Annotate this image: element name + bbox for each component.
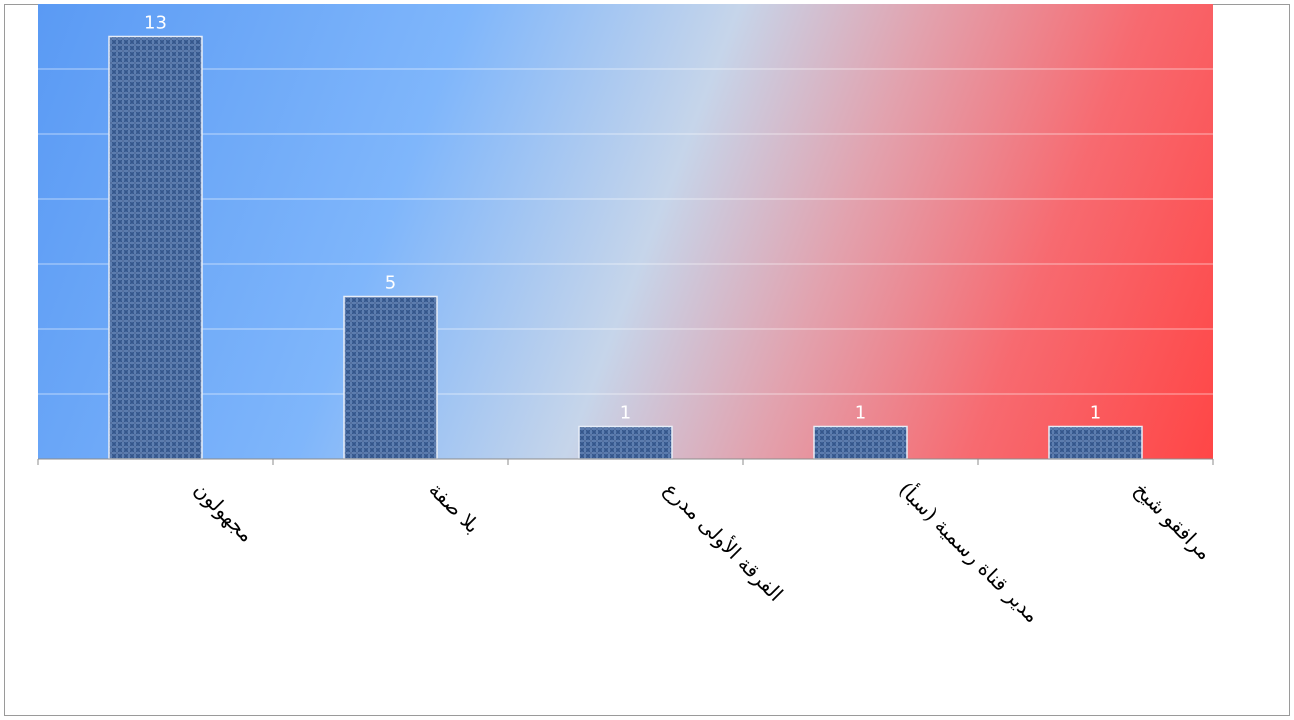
data-label: 1 bbox=[620, 403, 631, 424]
bar bbox=[343, 295, 438, 460]
bar bbox=[1048, 425, 1143, 460]
bars bbox=[108, 35, 1143, 460]
plot-background bbox=[38, 4, 1213, 459]
bar bbox=[578, 425, 673, 460]
data-label: 13 bbox=[144, 13, 167, 34]
category-label: الفرقة الأولى مدرع bbox=[659, 477, 788, 606]
category-label: مدير قناة رسمية (سبأ) bbox=[894, 476, 1046, 628]
category-label: بلا صفة bbox=[424, 477, 485, 538]
x-axis bbox=[37, 458, 1214, 465]
value-labels: 13 5 1 1 1 bbox=[144, 13, 1101, 424]
bar bbox=[108, 35, 203, 460]
data-label: 1 bbox=[1090, 403, 1101, 424]
category-label: مرافقو شيخ bbox=[1129, 477, 1216, 564]
category-label: مجهولون bbox=[189, 477, 259, 547]
category-labels: مجهولون بلا صفة الفرقة الأولى مدرع مدير قنا… bbox=[189, 476, 1216, 628]
data-label: 1 bbox=[855, 403, 866, 424]
data-label: 5 bbox=[385, 273, 396, 294]
gridlines bbox=[38, 68, 1213, 395]
bar bbox=[813, 425, 908, 460]
